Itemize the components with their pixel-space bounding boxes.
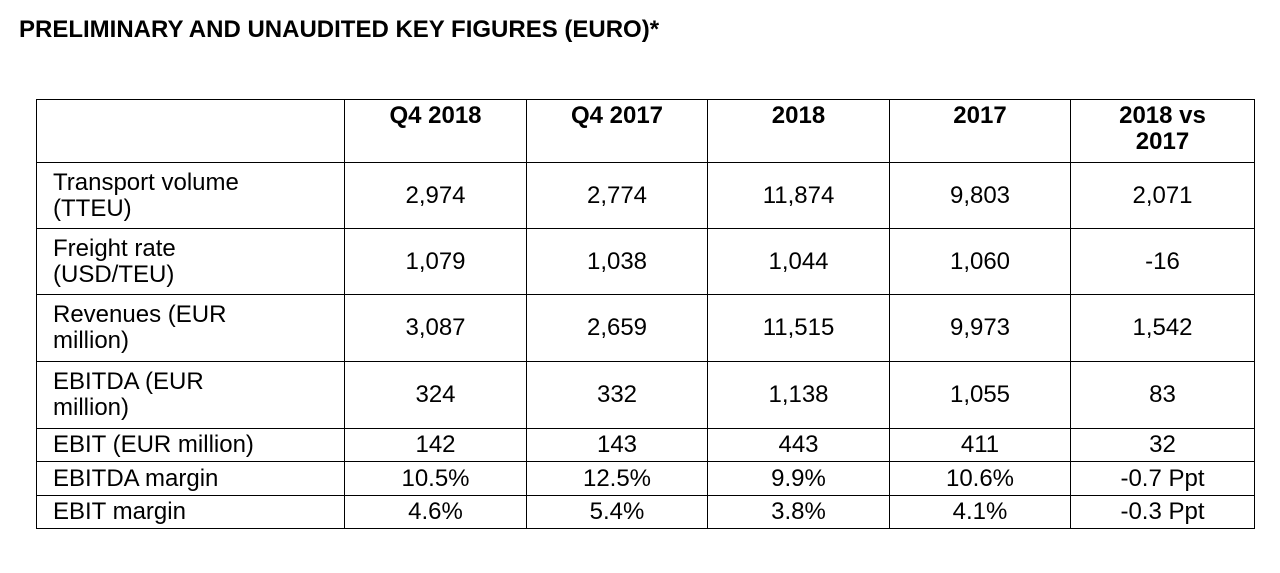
table-cell: 83 [1070,361,1255,429]
table-row: Revenues (EUR million) 3,087 2,659 11,51… [36,294,1255,362]
table-cell: 32 [1070,428,1255,462]
table-cell: -16 [1070,228,1255,295]
table-cell: 2,659 [526,294,708,362]
key-figures-table: Q4 2018 Q4 2017 2018 2017 2018 vs 2017 T… [36,99,1255,529]
table-cell: 1,079 [344,228,527,295]
table-header-2018-vs-2017: 2018 vs 2017 [1070,99,1255,163]
row-label-line: (USD/TEU) [53,260,175,288]
table-header-row: Q4 2018 Q4 2017 2018 2017 2018 vs 2017 [36,99,1255,163]
table-header-q4-2018: Q4 2018 [344,99,527,163]
table-cell: 2,071 [1070,162,1255,229]
row-label-line: Revenues (EUR [53,301,227,328]
table-cell: 9.9% [707,461,890,496]
table-cell: 1,038 [526,228,708,295]
table-cell: 2,974 [344,162,527,229]
table-row: EBITDA margin 10.5% 12.5% 9.9% 10.6% -0.… [36,461,1255,496]
table-header-blank [36,99,345,163]
table-cell: 1,055 [889,361,1071,429]
row-label: EBIT (EUR million) [36,428,345,462]
row-label-line: million) [53,394,130,421]
row-label: Revenues (EUR million) [36,294,345,362]
row-label: Freight rate (USD/TEU) [36,228,345,295]
table-cell: 1,138 [707,361,890,429]
table-header-2017: 2017 [889,99,1071,163]
table-cell: -0.7 Ppt [1070,461,1255,496]
table-cell: 5.4% [526,495,708,529]
table-cell: 143 [526,428,708,462]
table-cell: 10.6% [889,461,1071,496]
table-cell: -0.3 Ppt [1070,495,1255,529]
table-cell: 10.5% [344,461,527,496]
page-title: PRELIMINARY AND UNAUDITED KEY FIGURES (E… [19,16,660,43]
table-header-q4-2017: Q4 2017 [526,99,708,163]
row-label: EBITDA (EUR million) [36,361,345,429]
table-cell: 1,542 [1070,294,1255,362]
row-label: EBIT margin [36,495,345,529]
table-cell: 1,060 [889,228,1071,295]
table-cell: 411 [889,428,1071,462]
row-label-line: Freight rate [53,234,176,262]
table-cell: 11,874 [707,162,890,229]
table-row: EBIT (EUR million) 142 143 443 411 32 [36,428,1255,462]
row-label: Transport volume (TTEU) [36,162,345,229]
table-cell: 9,973 [889,294,1071,362]
table-cell: 12.5% [526,461,708,496]
table-cell: 3.8% [707,495,890,529]
row-label-line: (TTEU) [53,194,132,222]
table-cell: 2,774 [526,162,708,229]
row-label-line: EBITDA (EUR [53,368,204,395]
table-cell: 1,044 [707,228,890,295]
table-row: Transport volume (TTEU) 2,974 2,774 11,8… [36,162,1255,229]
table-cell: 4.6% [344,495,527,529]
row-label-line: Transport volume [53,168,239,196]
table-cell: 9,803 [889,162,1071,229]
table-cell: 142 [344,428,527,462]
table-cell: 3,087 [344,294,527,362]
table-row: EBIT margin 4.6% 5.4% 3.8% 4.1% -0.3 Ppt [36,495,1255,529]
table-cell: 443 [707,428,890,462]
table-row: EBITDA (EUR million) 324 332 1,138 1,055… [36,361,1255,429]
table-cell: 4.1% [889,495,1071,529]
table-cell: 11,515 [707,294,890,362]
table-cell: 324 [344,361,527,429]
table-row: Freight rate (USD/TEU) 1,079 1,038 1,044… [36,228,1255,295]
table-header-2018: 2018 [707,99,890,163]
table-header-line: 2017 [1135,128,1190,155]
row-label-line: million) [53,327,130,354]
table-cell: 332 [526,361,708,429]
table-header-line: 2018 vs [1119,102,1206,129]
row-label: EBITDA margin [36,461,345,496]
